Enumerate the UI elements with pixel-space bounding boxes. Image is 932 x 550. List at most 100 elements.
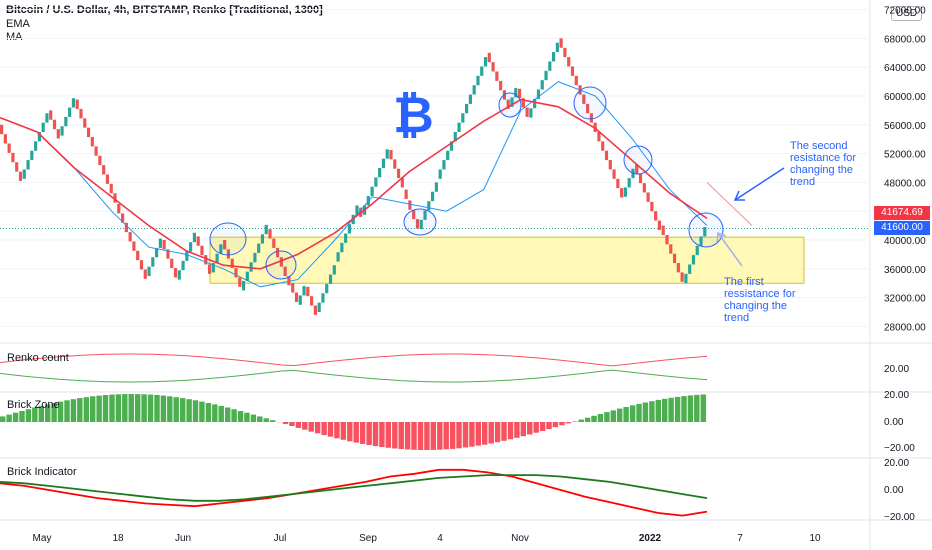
renko-brick — [699, 236, 703, 246]
brick-zone-bar — [629, 405, 636, 422]
brick-zone-bar — [128, 394, 134, 422]
renko-brick — [536, 89, 541, 99]
renko-brick — [495, 71, 499, 81]
renko-brick — [506, 99, 510, 109]
renko-brick — [275, 247, 280, 258]
brick-zone-bar — [610, 410, 617, 422]
renko-brick — [64, 116, 68, 127]
brick-zone-bar — [334, 422, 340, 439]
renko-brick — [3, 134, 7, 144]
renko-brick — [132, 241, 136, 251]
renko-brick — [578, 85, 582, 95]
renko-brick — [480, 66, 484, 76]
brick-zone-bar — [392, 422, 398, 449]
renko-brick — [336, 252, 340, 262]
renko-brick — [166, 249, 170, 259]
renko-brick — [438, 169, 442, 179]
renko-brick — [60, 126, 64, 136]
renko-brick — [253, 252, 257, 263]
brick-zone-bar — [218, 405, 224, 422]
brick-zone-bar — [205, 403, 212, 422]
renko-brick — [283, 266, 287, 276]
renko-brick — [423, 210, 427, 220]
brick-zone-bar — [90, 396, 96, 422]
brick-zone-bar — [559, 422, 565, 426]
renko-brick — [491, 62, 495, 72]
brick-zone-bar — [527, 422, 533, 435]
renko-brick — [234, 268, 238, 278]
brick-zone-bar — [212, 404, 218, 422]
highlight-circle — [573, 86, 607, 120]
renko-brick — [502, 90, 507, 100]
time-axis-label: Sep — [359, 533, 377, 544]
brick-zone-bar — [681, 396, 687, 422]
renko-brick — [620, 188, 624, 198]
renko-brick — [676, 263, 680, 273]
brick-zone-bar — [404, 422, 411, 450]
brick-zone-bar — [12, 412, 19, 422]
renko-brick — [412, 209, 416, 220]
brick-zone-bar — [231, 409, 237, 422]
brick-zone-bar — [147, 394, 154, 422]
renko-brick — [52, 119, 57, 130]
brick-zone-bar — [687, 395, 694, 422]
renko-brick — [211, 263, 215, 273]
brick-zone-bar — [327, 422, 334, 437]
brick-zone-bar — [366, 422, 372, 445]
renko-brick — [646, 192, 650, 202]
renko-brick — [189, 242, 193, 252]
brick-zone-bar — [257, 416, 263, 422]
renko-brick — [344, 233, 348, 243]
brick-zone-bar — [591, 415, 597, 422]
brick-zone-bar — [109, 394, 115, 422]
brick-zone-bar — [385, 422, 392, 448]
brick-zone-tick: 0.00 — [884, 417, 904, 428]
renko-brick — [310, 296, 314, 306]
brick-zone-bar — [456, 422, 462, 449]
time-axis-label: 4 — [437, 533, 443, 544]
renko-brick — [68, 107, 72, 117]
renko-brick — [192, 232, 196, 243]
currency-badge[interactable]: USD — [891, 6, 923, 21]
renko-count-red — [0, 353, 708, 367]
renko-brick — [457, 122, 461, 132]
renko-count-tick: 20.00 — [884, 364, 909, 375]
renko-brick — [431, 191, 435, 202]
renko-brick — [623, 187, 627, 197]
renko-brick — [98, 155, 102, 166]
brick-zone-bar — [694, 394, 700, 422]
renko-brick — [631, 168, 635, 179]
renko-brick — [136, 250, 140, 261]
renko-brick — [26, 160, 30, 170]
brick-zone-bar — [173, 397, 179, 422]
renko-brick — [461, 113, 465, 123]
renko-brick — [555, 42, 559, 53]
renko-brick — [264, 224, 268, 235]
brick-zone-bar — [520, 422, 527, 437]
renko-brick — [162, 240, 166, 250]
renko-brick — [117, 204, 121, 214]
brick-zone-bar — [353, 422, 359, 443]
brick-zone-bar — [347, 422, 353, 442]
brick-zone-tick: −20.00 — [884, 443, 915, 454]
time-axis-label: Jun — [175, 533, 191, 544]
renko-brick — [389, 150, 393, 160]
renko-brick — [71, 98, 76, 108]
renko-brick — [393, 159, 397, 169]
renko-brick — [11, 152, 15, 163]
renko-brick — [385, 149, 389, 159]
brick-zone-bar — [359, 422, 366, 444]
brick-zone-bar — [180, 398, 186, 422]
renko-brick — [499, 80, 503, 91]
renko-brick — [548, 61, 552, 71]
brick-indicator-ma — [0, 474, 708, 502]
renko-brick — [487, 52, 491, 63]
renko-brick — [207, 264, 212, 274]
renko-brick — [245, 271, 249, 282]
brick-zone-bar — [186, 399, 192, 422]
renko-brick — [627, 178, 631, 188]
brick-zone-bar — [96, 395, 102, 422]
brick-zone-bar — [482, 422, 488, 445]
renko-brick — [669, 244, 673, 254]
renko-count-label: Renko count — [7, 352, 69, 364]
